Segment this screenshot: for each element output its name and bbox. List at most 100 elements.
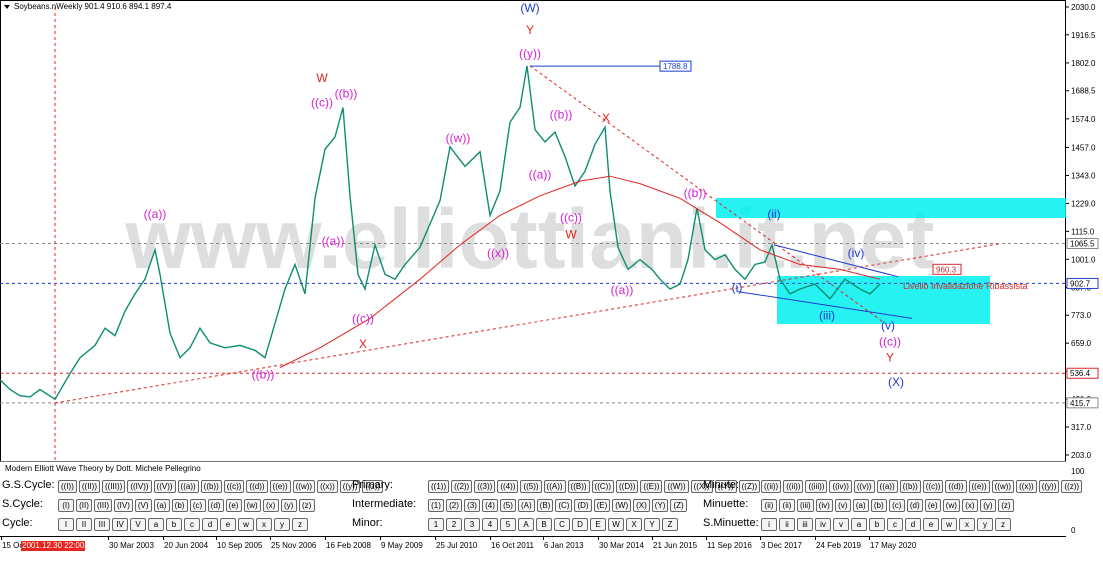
wave-label-button[interactable]: (X) (633, 499, 650, 512)
wave-label-button[interactable]: (C) (555, 499, 573, 512)
wave-label-button[interactable]: III (94, 518, 110, 531)
wave-label-button[interactable]: w (238, 518, 254, 531)
wave-label-button[interactable]: (z) (997, 499, 1014, 512)
wave-label-button[interactable]: ((I)) (58, 480, 77, 493)
wave-label-button[interactable]: 5 (500, 518, 516, 531)
wave-label-button[interactable]: y (274, 518, 290, 531)
wave-label-button[interactable]: (5) (500, 499, 516, 512)
wave-label-button[interactable]: (W) (612, 499, 632, 512)
wave-label-button[interactable]: ((X)) (690, 480, 713, 493)
wave-label-button[interactable]: c (887, 518, 903, 531)
wave-label-button[interactable]: E (590, 518, 606, 531)
wave-label-button[interactable]: (iv) (815, 499, 833, 512)
wave-label-button[interactable]: ((C)) (591, 480, 614, 493)
wave-label-button[interactable]: (x) (262, 499, 279, 512)
wave-label-button[interactable]: I (58, 518, 74, 531)
wave-label-button[interactable]: y (977, 518, 993, 531)
wave-label-button[interactable]: ((1)) (428, 480, 450, 493)
wave-label-button[interactable]: b (869, 518, 885, 531)
wave-label-button[interactable]: ((V)) (153, 480, 176, 493)
wave-label-button[interactable]: (4) (482, 499, 498, 512)
wave-label-button[interactable]: ((A)) (543, 480, 566, 493)
wave-label-button[interactable]: ((v)) (853, 480, 875, 493)
wave-label-button[interactable]: e (220, 518, 236, 531)
wave-label-button[interactable]: ((D)) (615, 480, 639, 493)
wave-label-button[interactable]: z (292, 518, 308, 531)
wave-label-button[interactable]: (b) (171, 499, 188, 512)
wave-label-button[interactable]: d (905, 518, 921, 531)
wave-label-button[interactable]: (A) (518, 499, 535, 512)
wave-label-button[interactable]: V (130, 518, 146, 531)
wave-label-button[interactable]: (w) (243, 499, 261, 512)
wave-label-button[interactable]: ((a)) (876, 480, 898, 493)
wave-label-button[interactable]: ((W)) (664, 480, 689, 493)
wave-label-button[interactable]: (V) (134, 499, 152, 512)
wave-label-button[interactable]: c (184, 518, 200, 531)
wave-label-button[interactable]: (II) (76, 499, 92, 512)
wave-label-button[interactable]: ((d)) (246, 480, 268, 493)
wave-label-button[interactable]: (Y) (651, 499, 669, 512)
wave-label-button[interactable]: 1 (428, 518, 444, 531)
wave-label-button[interactable]: (c) (189, 499, 206, 512)
wave-label-button[interactable]: ((w)) (991, 480, 1015, 493)
wave-label-button[interactable]: ((4)) (497, 480, 519, 493)
dropdown-arrow-icon[interactable] (4, 5, 10, 9)
wave-label-button[interactable]: ((IV)) (127, 480, 152, 493)
wave-label-button[interactable]: ((Y)) (714, 480, 737, 493)
wave-label-button[interactable]: ((ii)) (761, 480, 782, 493)
wave-label-button[interactable]: (y) (979, 499, 996, 512)
wave-label-button[interactable]: (D) (574, 499, 592, 512)
wave-label-button[interactable]: 2 (446, 518, 462, 531)
wave-label-button[interactable]: (1) (428, 499, 444, 512)
wave-label-button[interactable]: w (941, 518, 957, 531)
wave-label-button[interactable]: ((iv)) (829, 480, 852, 493)
wave-label-button[interactable]: ((x)) (317, 480, 338, 493)
wave-label-button[interactable]: ((z)) (362, 480, 384, 493)
wave-label-button[interactable]: (iii) (797, 499, 814, 512)
wave-label-button[interactable]: (e) (924, 499, 941, 512)
wave-label-button[interactable]: ((2)) (451, 480, 473, 493)
wave-label-button[interactable]: ((ii)) (783, 480, 804, 493)
wave-label-button[interactable]: (y) (280, 499, 297, 512)
wave-label-button[interactable]: (e) (225, 499, 242, 512)
wave-label-button[interactable]: ((II)) (78, 480, 100, 493)
wave-label-button[interactable]: (IV) (114, 499, 133, 512)
wave-label-button[interactable]: (z) (298, 499, 315, 512)
wave-label-button[interactable]: i (761, 518, 777, 531)
wave-label-button[interactable]: (E) (593, 499, 611, 512)
wave-label-button[interactable]: ((c)) (223, 480, 245, 493)
wave-label-button[interactable]: X (626, 518, 642, 531)
wave-label-button[interactable]: v (833, 518, 849, 531)
wave-label-button[interactable]: (d) (906, 499, 923, 512)
wave-label-button[interactable]: ((E)) (640, 480, 663, 493)
wave-label-button[interactable]: ((5)) (520, 480, 542, 493)
wave-label-button[interactable]: ((y)) (1038, 480, 1060, 493)
wave-label-button[interactable]: ((III)) (102, 480, 126, 493)
wave-label-button[interactable]: ((e)) (269, 480, 291, 493)
wave-label-button[interactable]: (a) (852, 499, 869, 512)
wave-label-button[interactable]: B (536, 518, 552, 531)
wave-label-button[interactable]: ((b)) (899, 480, 921, 493)
wave-label-button[interactable]: IV (112, 518, 128, 531)
wave-label-button[interactable]: W (608, 518, 624, 531)
wave-label-button[interactable]: II (76, 518, 92, 531)
wave-label-button[interactable]: (d) (207, 499, 224, 512)
wave-label-button[interactable]: z (995, 518, 1011, 531)
wave-label-button[interactable]: ii (779, 518, 795, 531)
wave-label-button[interactable]: ((a)) (177, 480, 199, 493)
wave-label-button[interactable]: (Z) (670, 499, 687, 512)
wave-label-button[interactable]: (a) (153, 499, 170, 512)
wave-label-button[interactable]: a (851, 518, 867, 531)
wave-label-button[interactable]: ((Z)) (738, 480, 761, 493)
wave-label-button[interactable]: 4 (482, 518, 498, 531)
wave-label-button[interactable]: ((d)) (945, 480, 967, 493)
wave-label-button[interactable]: A (518, 518, 534, 531)
wave-label-button[interactable]: C (554, 518, 570, 531)
wave-label-button[interactable]: a (148, 518, 164, 531)
wave-label-button[interactable]: ((B)) (567, 480, 590, 493)
wave-label-button[interactable]: (3) (464, 499, 480, 512)
wave-label-button[interactable]: (2) (446, 499, 462, 512)
wave-label-button[interactable]: x (256, 518, 272, 531)
wave-label-button[interactable]: b (166, 518, 182, 531)
wave-label-button[interactable]: (v) (834, 499, 851, 512)
